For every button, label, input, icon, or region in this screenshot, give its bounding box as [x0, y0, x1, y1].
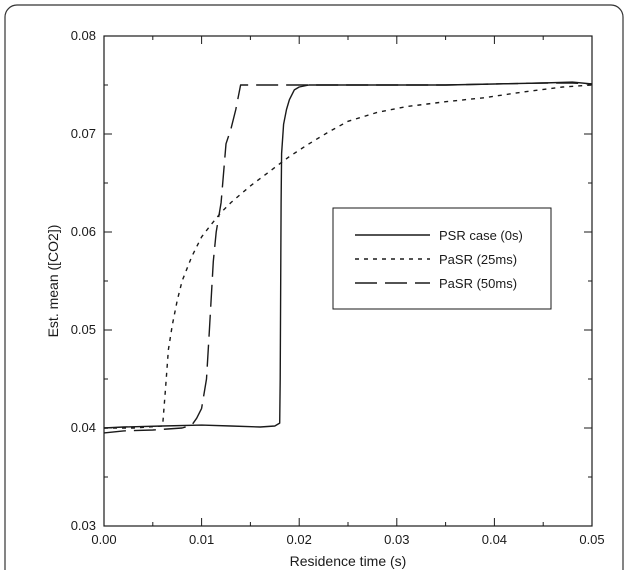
- y-tick-label: 0.05: [71, 322, 96, 337]
- legend: PSR case (0s) PaSR (25ms) PaSR (50ms): [332, 207, 552, 310]
- x-tick-label: 0.01: [189, 532, 214, 547]
- axis-ticks: [103, 35, 593, 527]
- x-tick-label: 0.03: [384, 532, 409, 547]
- legend-label-psr: PSR case (0s): [439, 228, 523, 243]
- x-tick-label: 0.00: [91, 532, 116, 547]
- y-tick-label: 0.08: [71, 28, 96, 43]
- x-axis-title: Residence time (s): [290, 553, 407, 569]
- y-tick-label: 0.07: [71, 126, 96, 141]
- y-tick-labels: 0.03 0.04 0.05 0.06 0.07 0.08: [71, 28, 96, 533]
- x-tick-labels: 0.00 0.01 0.02 0.03 0.04 0.05: [91, 532, 604, 547]
- legend-label-pasr25: PaSR (25ms): [439, 252, 517, 267]
- y-axis-title: Est. mean ([CO2]): [45, 225, 61, 338]
- series-lines: [103, 81, 593, 434]
- y-tick-label: 0.03: [71, 518, 96, 533]
- y-tick-label: 0.04: [71, 420, 96, 435]
- legend-box: [332, 207, 552, 310]
- x-tick-label: 0.05: [579, 532, 604, 547]
- x-tick-label: 0.04: [482, 532, 507, 547]
- y-tick-label: 0.06: [71, 224, 96, 239]
- legend-label-pasr50: PaSR (50ms): [439, 276, 517, 291]
- series-line-2: [103, 82, 593, 434]
- series-line-1: [104, 84, 593, 429]
- x-tick-label: 0.02: [287, 532, 312, 547]
- frame-border: [4, 4, 624, 570]
